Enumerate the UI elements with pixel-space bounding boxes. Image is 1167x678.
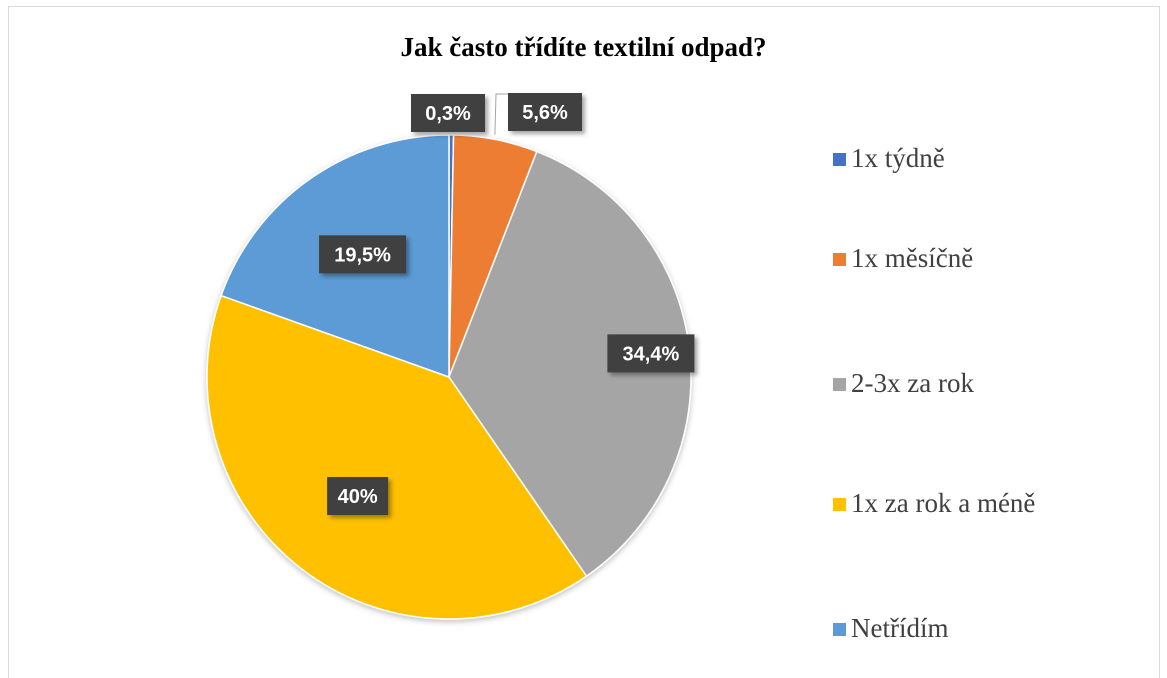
pie-slice-1x-za-rok-a-mene [206,294,588,620]
legend-label: 1x za rok a méně [851,488,1036,518]
chart-title: Jak často třídíte textilní odpad? [400,32,767,62]
svg-text:19,5%: 19,5% [334,244,391,266]
legend-label: Netřídím [851,613,949,643]
data-label-2-3x-za-rok: 34,4% [607,334,695,373]
legend-item-1x-za-rok-a-mene: 1x za rok a méně [833,488,1035,518]
svg-text:34,4%: 34,4% [623,343,680,365]
data-label-1x-za-rok-a-mene: 40% [327,477,389,516]
legend-item-netridim: Netřídím [833,613,948,643]
legend-swatch [833,153,846,166]
svg-text:5,6%: 5,6% [522,102,568,124]
legend-swatch [833,623,846,636]
legend-swatch [833,498,846,511]
legend-label: 2-3x za rok [851,368,974,398]
data-label-1x-mesicne: 5,6% [508,93,582,131]
leader-line-1x-mesicne [494,93,508,135]
svg-text:40%: 40% [338,486,378,508]
legend-item-1x-tydne: 1x týdně [833,143,945,173]
data-label-1x-tydne: 0,3% [411,94,485,132]
legend-label: 1x týdně [851,143,945,173]
legend-swatch [833,378,846,391]
legend-item-1x-mesicne: 1x měsíčně [833,243,973,273]
legend-item-2-3x-za-rok: 2-3x za rok [833,368,974,398]
data-label-netridim: 19,5% [319,235,407,274]
legend-label: 1x měsíčně [851,243,974,273]
legend-swatch [833,253,846,266]
svg-text:0,3%: 0,3% [425,103,471,125]
